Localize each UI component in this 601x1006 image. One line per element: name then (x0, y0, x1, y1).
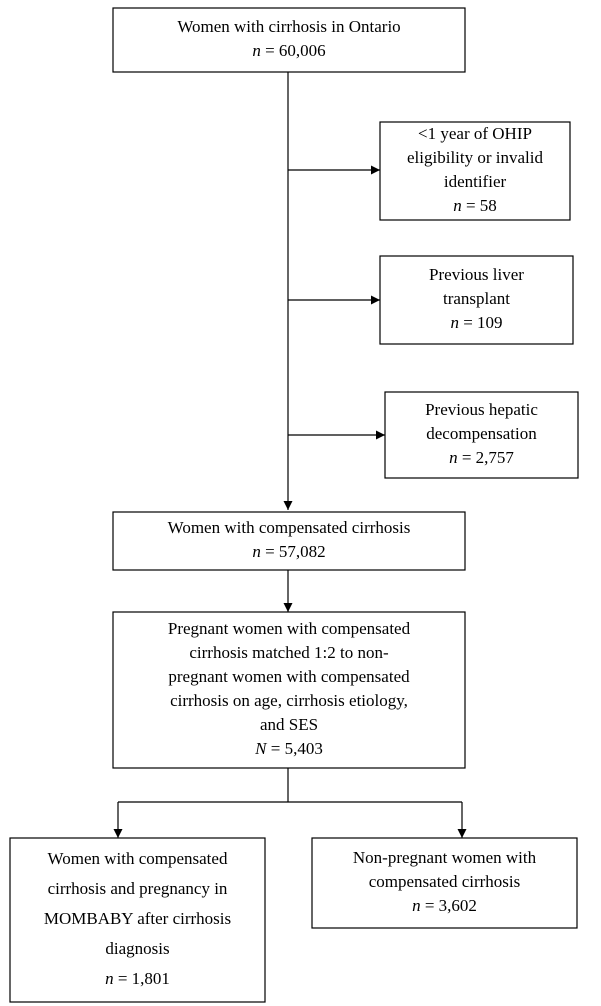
node-label: Previous liver (429, 265, 524, 284)
count-symbol: n (412, 896, 421, 915)
node-count: N = 5,403 (254, 739, 323, 758)
node-box (384, 391, 579, 479)
node: Previous hepatic decompensation n = 2,757 (384, 391, 579, 479)
node-label: Non-pregnant women with (353, 848, 537, 867)
node-count: n = 60,006 (252, 41, 325, 60)
node-label: transplant (443, 289, 510, 308)
node-count: n = 2,757 (449, 448, 514, 467)
connectors (113, 72, 467, 838)
node-label: <1 year of OHIP (418, 124, 532, 143)
node-box (112, 611, 466, 769)
node-count: n = 1,801 (105, 969, 170, 988)
node-box (379, 121, 571, 221)
node-count: n = 57,082 (252, 542, 325, 561)
node: Previous liver transplant n = 109 (379, 255, 574, 345)
count-value: = 3,602 (421, 896, 477, 915)
count-value: = 2,757 (458, 448, 515, 467)
node-label: identifier (444, 172, 507, 191)
node-count: n = 109 (450, 313, 502, 332)
node-label: Pregnant women with compensated (168, 619, 411, 638)
node-box (9, 837, 266, 1003)
node: Non-pregnant women with compensated cirrh… (311, 837, 578, 929)
node-label: decompensation (426, 424, 537, 443)
node: Women with compensated cirrhosis n = 57,0… (112, 511, 466, 571)
node-label: Women with compensated (48, 849, 228, 868)
node-box (112, 7, 466, 73)
node-label: MOMBABY after cirrhosis (44, 909, 231, 928)
count-symbol: n (453, 196, 462, 215)
node-label: Previous hepatic (425, 400, 538, 419)
node-box (112, 511, 466, 571)
node-box (311, 837, 578, 929)
node-label: pregnant women with compensated (168, 667, 410, 686)
count-symbol: n (450, 313, 459, 332)
count-symbol: n (252, 41, 261, 60)
node-label: cirrhosis matched 1:2 to non- (189, 643, 389, 662)
count-value: = 57,082 (261, 542, 326, 561)
node-label: diagnosis (105, 939, 169, 958)
node-label: Women with compensated cirrhosis (168, 518, 411, 537)
node-label: cirrhosis and pregnancy in (48, 879, 228, 898)
count-symbol: N (254, 739, 268, 758)
node-count: n = 58 (453, 196, 497, 215)
node: Pregnant women with compensated cirrhosis… (112, 611, 466, 769)
node-label: compensated cirrhosis (369, 872, 521, 891)
node: Women with cirrhosis in Ontario n = 60,00… (112, 7, 466, 73)
node-label: and SES (260, 715, 318, 734)
count-value: = 58 (462, 196, 497, 215)
node-label: cirrhosis on age, cirrhosis etiology, (170, 691, 408, 710)
node-label: Women with cirrhosis in Ontario (177, 17, 400, 36)
count-value: = 109 (459, 313, 503, 332)
node: <1 year of OHIP eligibility or invalid ide… (379, 121, 571, 221)
count-symbol: n (252, 542, 261, 561)
count-value: = 5,403 (267, 739, 323, 758)
count-symbol: n (449, 448, 458, 467)
node-box (379, 255, 574, 345)
count-value: = 60,006 (261, 41, 326, 60)
node: Women with compensated cirrhosis and preg… (9, 837, 266, 1003)
node-count: n = 3,602 (412, 896, 477, 915)
node-label: eligibility or invalid (407, 148, 543, 167)
count-symbol: n (105, 969, 114, 988)
count-value: = 1,801 (114, 969, 170, 988)
